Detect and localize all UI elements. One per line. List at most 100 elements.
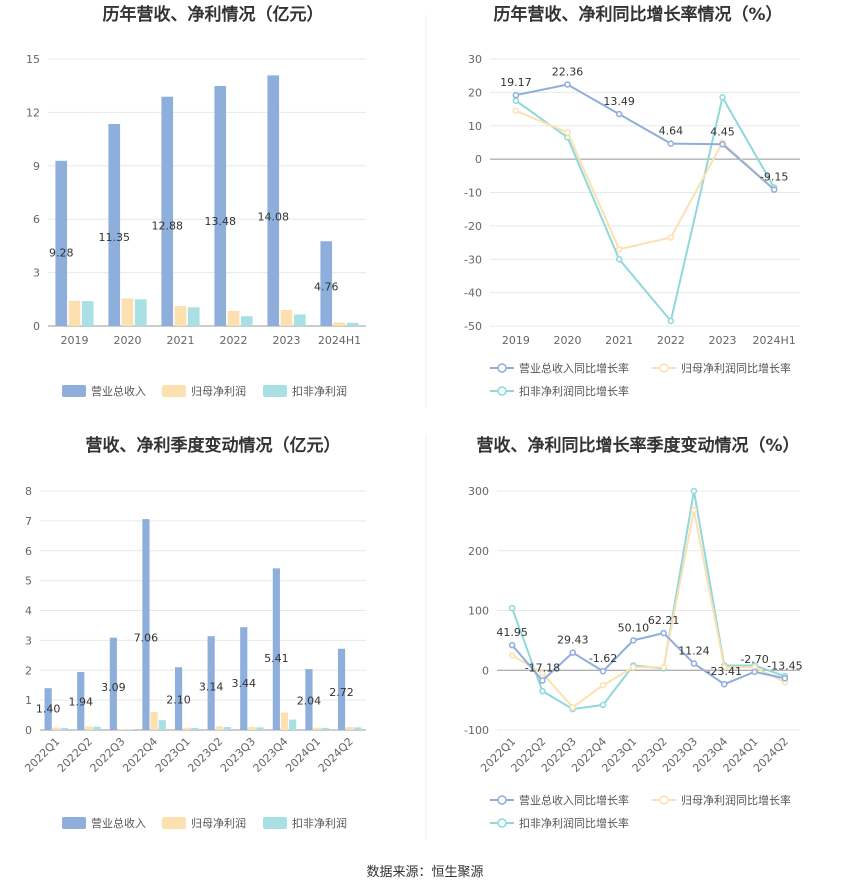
point-revenue_line	[569, 649, 576, 656]
bar-net_profit	[52, 727, 60, 730]
legend-label: 扣非净利润同比增长率	[519, 384, 629, 398]
x-tick-label: 2019	[502, 334, 530, 347]
data-label: 29.43	[557, 634, 589, 647]
chart-title-annual_line: 历年营收、净利同比增长率情况（%）	[493, 4, 782, 25]
data-label: -17.18	[525, 662, 560, 675]
x-tick-label: 2022	[657, 334, 685, 347]
bar-net_profit	[85, 726, 93, 730]
x-tick-label: 2023Q1	[153, 735, 193, 775]
data-label: 4.64	[659, 125, 684, 138]
data-label: 2.72	[329, 686, 354, 699]
chart-title-quarterly_bar: 营收、净利季度变动情况（亿元）	[86, 435, 341, 456]
legend-marker-deducted_profit_line	[497, 818, 507, 828]
point-net_profit_line	[564, 129, 571, 136]
line-deducted_profit_line	[515, 94, 776, 324]
bar-revenue	[109, 637, 117, 730]
y-tick-label: 30	[468, 53, 482, 66]
x-tick-label: 2024H1	[318, 334, 361, 347]
point-revenue_line	[781, 675, 789, 682]
y-tick-label: 100	[468, 605, 489, 618]
bar-deducted_profit	[134, 299, 147, 326]
y-tick-label: -50	[464, 320, 482, 333]
bar-deducted_profit	[256, 727, 264, 730]
legend-swatch-net_profit	[162, 385, 186, 397]
bar-deducted_profit	[81, 301, 94, 326]
line-revenue_line	[511, 631, 786, 686]
y-tick-label: 0	[475, 153, 482, 166]
bar-revenue	[142, 519, 150, 730]
point-revenue_line	[721, 680, 728, 688]
point-deducted_profit_line	[599, 701, 607, 709]
data-label: 4.76	[314, 280, 339, 293]
bar-deducted_profit	[187, 307, 200, 326]
bar-net_profit	[215, 726, 223, 730]
bar-revenue	[55, 160, 68, 326]
y-tick-label: 15	[26, 53, 40, 66]
bar-deducted_profit	[60, 727, 69, 730]
data-label: -2.70	[740, 653, 768, 666]
legend-marker-revenue_line	[497, 795, 507, 805]
point-net_profit_line	[630, 664, 637, 671]
bar-revenue	[174, 667, 183, 730]
legend-label: 归母净利润同比增长率	[681, 361, 791, 375]
y-tick-label: -30	[464, 253, 482, 266]
legend-label: 归母净利润同比增长率	[681, 793, 791, 807]
x-tick-label: 2022	[220, 334, 248, 347]
data-label: 4.45	[710, 125, 735, 138]
point-revenue_line	[667, 140, 675, 147]
bar-net_profit	[227, 310, 240, 326]
bar-net_profit	[346, 727, 354, 730]
data-label: 1.40	[36, 702, 61, 715]
bar-deducted_profit	[93, 726, 101, 730]
y-tick-label: 300	[468, 485, 489, 498]
point-net_profit_line	[599, 681, 607, 689]
line-net_profit_line	[511, 509, 786, 709]
legend-label: 扣非净利润	[292, 816, 347, 830]
bar-net_profit	[280, 309, 293, 326]
y-tick-label: 6	[25, 545, 32, 558]
x-tick-label: 2023Q4	[251, 735, 291, 775]
line-net_profit_line	[515, 109, 775, 251]
legend-marker-net_profit_line	[659, 363, 669, 373]
bar-revenue	[320, 241, 333, 326]
point-deducted_profit_line	[539, 687, 546, 695]
point-net_profit_line	[539, 669, 546, 677]
bar-revenue	[44, 688, 52, 730]
data-label: 12.88	[152, 220, 184, 233]
data-label: 13.48	[205, 215, 237, 228]
bar-deducted_profit	[158, 720, 166, 730]
data-label: 5.41	[264, 652, 289, 665]
y-tick-label: 8	[25, 485, 32, 498]
y-tick-label: 1	[25, 694, 32, 707]
bar-deducted_profit	[240, 316, 253, 326]
y-tick-label: 0	[33, 320, 40, 333]
point-revenue_line	[512, 91, 520, 99]
point-deducted_profit_line	[719, 94, 726, 101]
chart-title-annual_bar: 历年营收、净利情况（亿元）	[103, 4, 324, 25]
data-label: 50.10	[618, 621, 650, 634]
bar-net_profit	[117, 729, 126, 730]
point-deducted_profit_line	[512, 97, 520, 104]
bar-revenue	[240, 627, 248, 730]
x-tick-label: 2020	[114, 334, 142, 347]
point-revenue_line	[615, 110, 623, 118]
data-label: 3.09	[101, 681, 126, 694]
x-tick-label: 2023	[709, 334, 737, 347]
y-tick-label: 3	[25, 634, 32, 647]
y-tick-label: 2	[25, 664, 32, 677]
legend-label: 营业总收入同比增长率	[519, 793, 629, 807]
bar-net_profit	[183, 727, 191, 730]
line-revenue_line	[515, 83, 775, 191]
data-label: 2.10	[166, 694, 191, 707]
bar-revenue	[207, 636, 215, 730]
data-label: 22.36	[552, 65, 584, 78]
x-tick-label: 2024H1	[753, 334, 796, 347]
x-tick-label: 2024Q2	[316, 735, 356, 775]
legend-swatch-deducted_profit	[263, 385, 287, 397]
bar-deducted_profit	[126, 729, 134, 730]
legend-label: 扣非净利润	[292, 384, 347, 398]
data-source: 数据来源：恒生聚源	[366, 865, 483, 880]
data-label: 7.06	[134, 631, 159, 644]
point-net_profit_line	[508, 652, 516, 659]
